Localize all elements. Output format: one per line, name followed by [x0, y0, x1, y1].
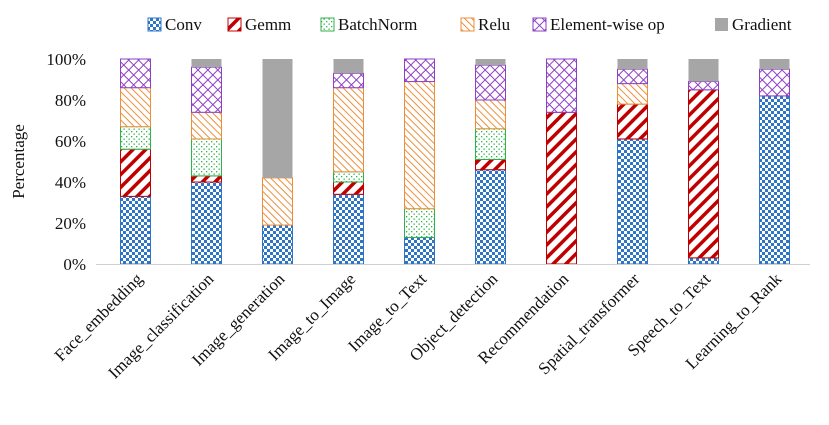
x-axis: Face_embeddingImage_classificationImage_… — [51, 264, 810, 382]
legend-label: Conv — [165, 15, 202, 34]
y-axis-label: Percentage — [9, 124, 28, 199]
legend-item-conv: Conv — [147, 15, 202, 34]
legend-label: Element-wise op — [550, 15, 665, 34]
y-tick-label: 40% — [55, 173, 86, 192]
bar-segment-conv — [759, 95, 790, 265]
bar-stack-object-detection — [475, 59, 506, 265]
bar-segment-conv — [191, 181, 222, 265]
legend-label: BatchNorm — [338, 15, 417, 34]
legend-swatch — [532, 17, 547, 32]
legend-label: Gradient — [732, 15, 792, 34]
bar-segment-conv — [262, 224, 293, 265]
bar-segment-conv — [688, 257, 719, 265]
bar-segment-element-wise-op — [191, 66, 222, 113]
bar-stack-image-classification — [191, 59, 222, 265]
bar-segment-relu — [404, 81, 435, 210]
bar-segment-gemm — [688, 89, 719, 259]
bar-stack-recommendation — [546, 58, 577, 265]
bar-stack-spatial-transformer — [617, 59, 648, 265]
bar-segment-conv — [475, 169, 506, 265]
bar-segment-conv — [120, 195, 151, 265]
bar-segment-relu — [617, 83, 648, 105]
bar-segment-gemm — [617, 103, 648, 140]
bar-segment-batchnorm — [191, 138, 222, 177]
bar-segment-gemm — [120, 148, 151, 197]
bars-area — [120, 58, 790, 265]
bar-segment-element-wise-op — [475, 64, 506, 101]
bar-segment-batchnorm — [120, 126, 151, 150]
bar-segment-gradient — [688, 59, 719, 82]
legend-swatch — [227, 17, 242, 32]
legend-swatch — [460, 17, 475, 32]
bar-segment-gradient — [475, 59, 506, 66]
y-tick-label: 20% — [55, 214, 86, 233]
bar-segment-element-wise-op — [546, 58, 577, 113]
y-tick-label: 60% — [55, 132, 86, 151]
bar-segment-conv — [404, 236, 435, 265]
bar-segment-element-wise-op — [120, 58, 151, 89]
bar-segment-gradient — [333, 59, 364, 74]
chart-legend: Conv Gemm BatchNorm Relu Element-wise op Grad… — [147, 15, 792, 34]
y-axis: Percentage 0% 20% 40% 60% 80% 100% — [9, 50, 86, 274]
legend-item-gemm: Gemm — [227, 15, 291, 34]
bar-segment-gemm — [546, 111, 577, 265]
bar-segment-conv — [333, 193, 364, 265]
y-tick-label: 100% — [46, 50, 86, 69]
bar-segment-element-wise-op — [759, 68, 790, 97]
legend-item-batchnorm: BatchNorm — [320, 15, 417, 34]
legend-item-element-wise-op: Element-wise op — [532, 15, 665, 34]
legend-label: Gemm — [245, 15, 291, 34]
bar-segment-gradient — [617, 59, 648, 70]
legend-item-gradient: Gradient — [715, 15, 792, 34]
bar-stack-image-generation — [262, 59, 293, 265]
bar-segment-batchnorm — [333, 171, 364, 183]
bar-segment-relu — [262, 177, 293, 226]
bar-segment-relu — [475, 99, 506, 130]
bar-stack-learning-to-rank — [759, 59, 790, 265]
bar-stack-image-to-image — [333, 59, 364, 265]
bar-segment-element-wise-op — [333, 72, 364, 89]
bar-segment-element-wise-op — [404, 58, 435, 83]
bar-segment-gradient — [759, 59, 790, 70]
bar-segment-gradient — [191, 59, 222, 68]
bar-segment-element-wise-op — [688, 81, 719, 91]
bar-segment-gemm — [475, 158, 506, 171]
y-tick-label: 0% — [63, 255, 86, 274]
bar-segment-conv — [617, 138, 648, 265]
bar-segment-element-wise-op — [617, 68, 648, 85]
legend-swatch — [320, 17, 335, 32]
bar-stack-image-to-text — [404, 58, 435, 265]
y-tick-label: 80% — [55, 91, 86, 110]
bar-stack-speech-to-text — [688, 59, 719, 265]
bar-segment-relu — [191, 111, 222, 140]
legend-swatch — [147, 17, 162, 32]
legend-swatch — [715, 18, 728, 31]
bar-segment-relu — [333, 87, 364, 173]
bar-segment-batchnorm — [404, 208, 435, 238]
legend-item-relu: Relu — [460, 15, 511, 34]
bar-segment-gemm — [333, 181, 364, 195]
legend-label: Relu — [478, 15, 511, 34]
bar-segment-gradient — [262, 59, 293, 178]
bar-segment-relu — [120, 87, 151, 128]
bar-segment-gemm — [191, 175, 222, 183]
bar-stack-face-embedding — [120, 58, 151, 265]
bar-segment-batchnorm — [475, 128, 506, 160]
